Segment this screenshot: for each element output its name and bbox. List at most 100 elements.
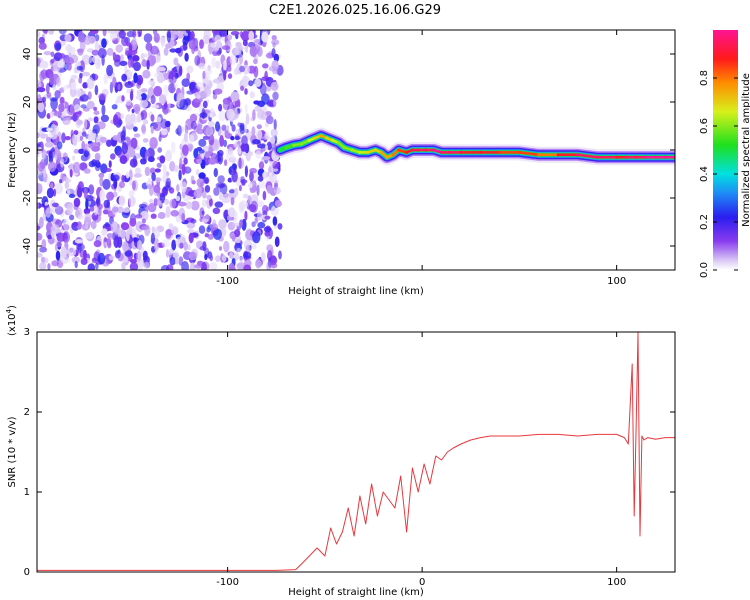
- noise-speckle: [130, 259, 137, 264]
- noise-speckle: [134, 106, 140, 115]
- noise-speckle: [154, 72, 159, 78]
- noise-speckle: [170, 210, 179, 217]
- noise-speckle: [126, 99, 132, 106]
- noise-speckle: [81, 131, 87, 137]
- noise-speckle: [240, 85, 245, 92]
- noise-speckle: [112, 52, 116, 59]
- noise-speckle: [212, 93, 218, 100]
- noise-speckle: [175, 47, 182, 54]
- noise-speckle: [132, 36, 137, 46]
- signal-track-point: [325, 136, 329, 140]
- signal-track-point: [537, 153, 541, 157]
- noise-speckle: [221, 45, 230, 51]
- noise-speckle: [188, 251, 198, 261]
- noise-speckle: [252, 231, 261, 244]
- noise-speckle: [154, 177, 162, 183]
- y-tick-label: 40: [22, 48, 33, 61]
- noise-speckle: [51, 202, 59, 208]
- noise-speckle: [129, 217, 137, 227]
- noise-speckle: [215, 255, 221, 262]
- noise-speckle: [204, 233, 209, 238]
- noise-speckle: [271, 35, 277, 41]
- noise-speckle: [272, 41, 276, 48]
- noise-speckle: [208, 145, 213, 155]
- noise-speckle: [265, 111, 272, 117]
- noise-speckle: [66, 189, 71, 196]
- noise-speckle: [234, 187, 239, 197]
- noise-speckle: [85, 198, 89, 211]
- noise-speckle: [146, 59, 150, 70]
- noise-speckle: [98, 207, 102, 217]
- noise-speckle: [213, 228, 222, 240]
- noise-speckle: [112, 76, 117, 88]
- noise-speckle: [209, 254, 214, 262]
- noise-speckle: [213, 167, 218, 178]
- noise-speckle: [132, 30, 137, 38]
- noise-speckle: [252, 109, 256, 121]
- noise-speckle: [89, 30, 99, 35]
- signal-track-point: [313, 136, 317, 140]
- noise-speckle: [267, 99, 276, 107]
- snr-x-label: Height of straight line (km): [288, 587, 424, 598]
- noise-speckle: [194, 55, 201, 66]
- noise-speckle: [106, 64, 114, 77]
- noise-speckle: [142, 138, 149, 143]
- noise-speckle: [175, 195, 181, 202]
- signal-track-point: [336, 141, 341, 145]
- noise-speckle: [120, 222, 130, 231]
- noise-speckle: [213, 187, 220, 196]
- signal-track-point: [653, 155, 658, 159]
- noise-speckle: [144, 150, 150, 160]
- signal-track-point: [292, 143, 296, 147]
- noise-speckle: [241, 181, 246, 186]
- noise-speckle: [88, 184, 95, 195]
- noise-speckle: [143, 33, 153, 43]
- snr-multiplier-close: ): [7, 305, 18, 309]
- noise-speckle: [62, 117, 71, 126]
- x-tick-label: 0: [419, 577, 425, 588]
- noise-speckle: [95, 262, 99, 270]
- noise-speckle: [250, 200, 258, 213]
- noise-speckle: [139, 210, 149, 222]
- noise-speckle: [104, 168, 112, 172]
- noise-speckle: [179, 157, 183, 169]
- snr-frame: [36, 331, 676, 573]
- noise-speckle: [124, 50, 132, 57]
- noise-speckle: [43, 30, 48, 35]
- noise-speckle: [227, 34, 233, 41]
- y-tick-label: 20: [22, 96, 33, 109]
- signal-track-point: [447, 150, 451, 154]
- noise-speckle: [214, 201, 224, 208]
- noise-speckle: [140, 225, 150, 231]
- noise-speckle: [185, 201, 193, 209]
- noise-speckle: [110, 153, 116, 160]
- noise-speckle: [227, 65, 232, 72]
- signal-track-point: [331, 138, 335, 142]
- noise-speckle: [126, 146, 136, 158]
- noise-speckle: [99, 136, 107, 143]
- noise-speckle: [142, 53, 150, 58]
- noise-speckle: [179, 242, 184, 249]
- snr-y-ticks: 0 1 2 3: [24, 327, 675, 578]
- noise-speckle: [135, 95, 142, 100]
- noise-speckle: [270, 81, 279, 91]
- noise-speckle: [103, 73, 108, 85]
- noise-speckle: [177, 201, 187, 207]
- noise-speckle: [190, 120, 197, 130]
- noise-speckle: [261, 31, 269, 43]
- noise-speckle: [263, 170, 267, 180]
- noise-speckle: [119, 181, 125, 189]
- noise-speckle: [88, 55, 93, 64]
- noise-speckle: [235, 41, 242, 48]
- noise-speckle: [82, 71, 90, 77]
- colorbar-gradient: [713, 30, 738, 270]
- noise-speckle: [98, 93, 107, 101]
- noise-speckle: [71, 134, 78, 146]
- noise-speckle: [162, 164, 167, 176]
- noise-speckle: [106, 47, 114, 56]
- noise-speckle: [168, 223, 174, 231]
- noise-speckle: [221, 254, 227, 263]
- y-tick-label: 0: [24, 567, 30, 578]
- noise-speckle: [256, 124, 262, 130]
- noise-speckle: [158, 134, 162, 142]
